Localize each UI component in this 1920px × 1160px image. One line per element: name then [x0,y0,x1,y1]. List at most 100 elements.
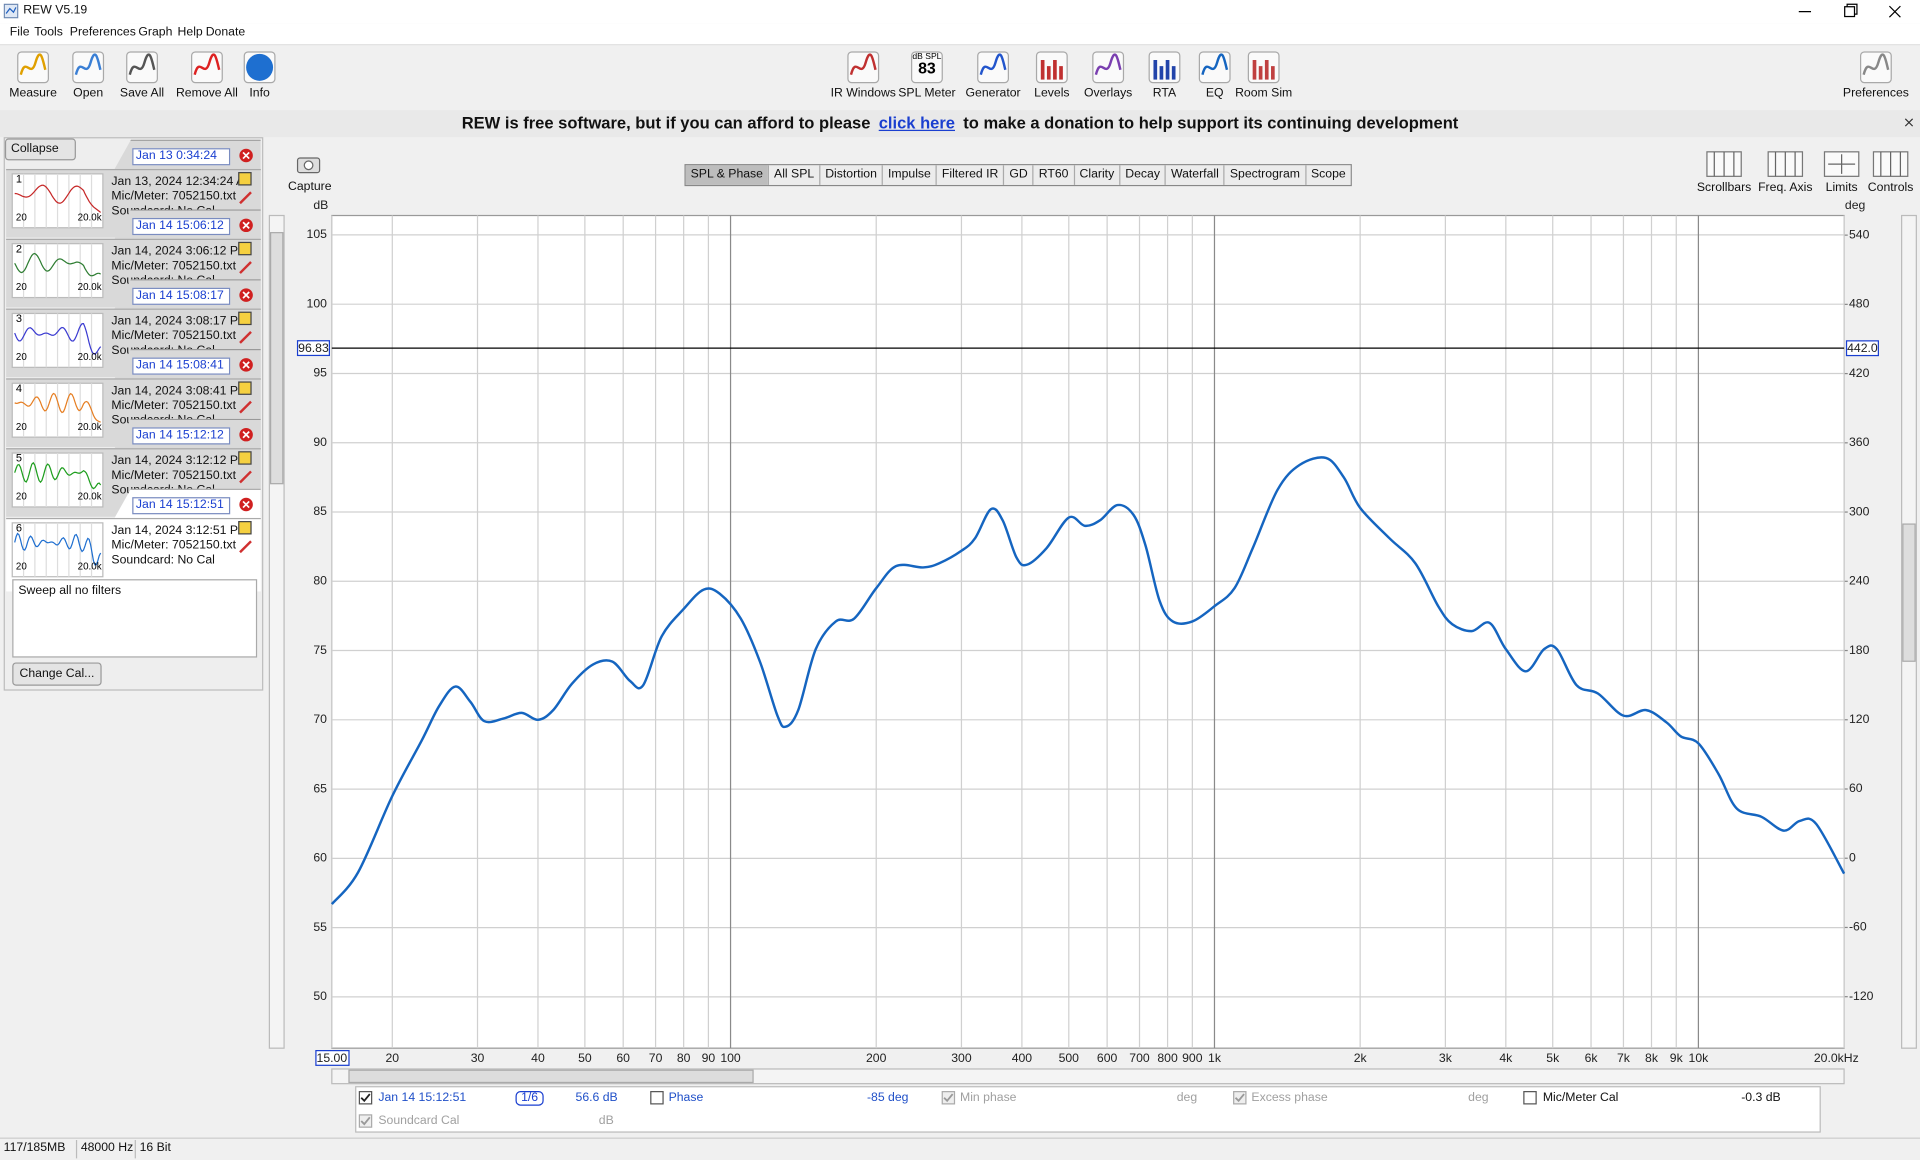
scroll-thumb[interactable] [270,232,284,485]
graph-tab[interactable]: Impulse [881,165,936,185]
measurement-entry[interactable]: Jan 14 15:12:51 20 20.0k 6 Jan 14, 2024 3:12… [6,488,261,592]
graph-tab[interactable]: All SPL [767,165,820,185]
icon-glyph [193,53,221,76]
menu-item[interactable]: Graph [138,25,173,40]
measurement-name[interactable]: Jan 14 15:06:12 [132,217,231,236]
measurement-name[interactable]: Jan 14 15:08:41 [132,357,231,375]
icon-chart[interactable] [238,451,252,465]
y-tick-label: 50 [313,989,327,1003]
collapse-button[interactable]: Collapse [4,138,76,161]
checkbox-box[interactable] [1233,1091,1247,1105]
x-tick-label: 2k [1354,1051,1368,1065]
x-tick-label: 30 [471,1051,485,1065]
banner-link[interactable]: click here [878,113,956,133]
checkbox-box[interactable] [941,1091,956,1105]
toolbar-button[interactable]: Save All [119,86,165,101]
toolbar-button[interactable]: Info [249,86,270,101]
toolbar-button[interactable]: Measure [9,86,57,101]
graph-tab[interactable]: Spectrogram [1223,165,1305,185]
scroll-thumb[interactable] [1902,523,1916,662]
checkbox-box[interactable] [358,1114,373,1128]
legend-phase[interactable]: Phase [668,1091,704,1105]
view-button[interactable]: Freq. Axis [1758,181,1813,195]
icon-pen[interactable] [239,540,252,554]
measurement-date: Jan 14, 2024 3:06:12 PM [111,244,249,259]
remove-cross [242,151,250,160]
view-button[interactable]: Controls [1867,181,1914,195]
graph-tab[interactable]: Waterfall [1164,165,1224,185]
capture-button[interactable]: Capture [288,180,332,194]
toolbar-button[interactable]: Remove All [175,86,238,101]
graph-tab[interactable]: Decay [1119,165,1165,185]
icon-chart[interactable] [238,311,252,326]
toolbar-button[interactable]: Room Sim [1235,86,1293,101]
graph-tab[interactable]: Distortion [819,165,882,185]
banner-close[interactable] [1904,118,1915,129]
checkbox [358,1114,373,1128]
donation-banner: REW is free software, but if you can aff… [0,110,1920,138]
menu-item[interactable]: Donate [205,25,246,40]
toolbar [0,44,1920,109]
icon-pen[interactable] [239,470,252,484]
icon-chart[interactable] [238,381,252,395]
icon-chart[interactable] [238,172,252,186]
measurement-name[interactable]: Jan 13 0:34:24 [132,148,231,166]
view-button[interactable]: Scrollbars [1696,181,1752,195]
measurement-name[interactable]: Jan 14 15:08:17 [132,287,231,305]
toolbar-icon [243,51,276,84]
menu-item[interactable]: Preferences [69,25,136,40]
icon-chart[interactable] [238,241,252,256]
measurement-number: 2 [16,243,22,255]
icon-bar [1165,60,1170,80]
x-tick-label: 100 [720,1051,741,1065]
view-button[interactable]: Limits [1825,181,1858,195]
graph-tab[interactable]: Clarity [1073,165,1120,185]
icon-pen[interactable] [239,330,252,344]
toolbar-button[interactable]: Overlays [1083,86,1133,101]
toolbar-button[interactable]: Preferences [1842,86,1909,101]
checkbox-box[interactable] [358,1091,373,1105]
thumb-curve [14,322,102,355]
icon-chart[interactable] [238,521,252,535]
measurement-name[interactable]: Jan 14 15:12:12 [132,427,231,445]
icon-glyph [128,53,156,76]
icon-pen[interactable] [239,400,252,414]
checkbox-box[interactable] [650,1091,664,1105]
change-cal-button[interactable]: Change Cal... [12,662,102,686]
icon-glyph [1201,53,1229,76]
toolbar-icon [191,51,223,84]
graph-tab[interactable]: SPL & Phase [685,165,768,185]
graph-tab[interactable]: Filtered IR [935,165,1004,185]
toolbar-button[interactable]: SPL Meter [898,86,956,101]
icon-pen[interactable] [239,191,252,205]
remove-measurement [239,358,253,372]
toolbar-button[interactable]: RTA [1152,86,1177,101]
x-tick-label: 70 [649,1051,663,1065]
toolbar-button[interactable]: Generator [965,86,1021,101]
measurement-mic: Mic/Meter: 7052150.txt [111,538,236,553]
measurement-name[interactable]: Jan 14 15:12:51 [132,497,231,515]
menu-item[interactable]: Tools [34,25,63,40]
graph-tab[interactable]: RT60 [1032,165,1074,185]
toolbar-button[interactable]: Levels [1034,86,1070,101]
icon-pen[interactable] [239,261,252,274]
menu-item[interactable]: Help [177,25,203,40]
graph-tab[interactable]: Scope [1304,165,1351,185]
smoothing-box[interactable]: 1/6 [515,1091,544,1106]
x-tick-label: 3k [1439,1051,1453,1065]
x-tick-label: 80 [677,1051,691,1065]
toolbar-icon [72,51,105,84]
toolbar-button[interactable]: EQ [1205,86,1224,101]
icon-bar [1040,60,1045,80]
menu-item[interactable]: File [9,25,30,40]
toolbar-button[interactable]: Open [73,86,104,101]
checkbox-box[interactable] [1523,1091,1537,1105]
window-controls[interactable] [1788,0,1920,23]
scroll-thumb[interactable] [348,1069,754,1084]
graph-tab[interactable]: GD [1003,165,1033,185]
legend-mic-cal[interactable]: Mic/Meter Cal [1542,1091,1619,1105]
measurement-mic: Mic/Meter: 7052150.txt [111,468,236,483]
toolbar-button[interactable]: IR Windows [830,86,896,101]
notes-box[interactable]: Sweep all no filters [12,579,258,658]
legend-name[interactable]: Jan 14 15:12:51 [378,1091,467,1105]
